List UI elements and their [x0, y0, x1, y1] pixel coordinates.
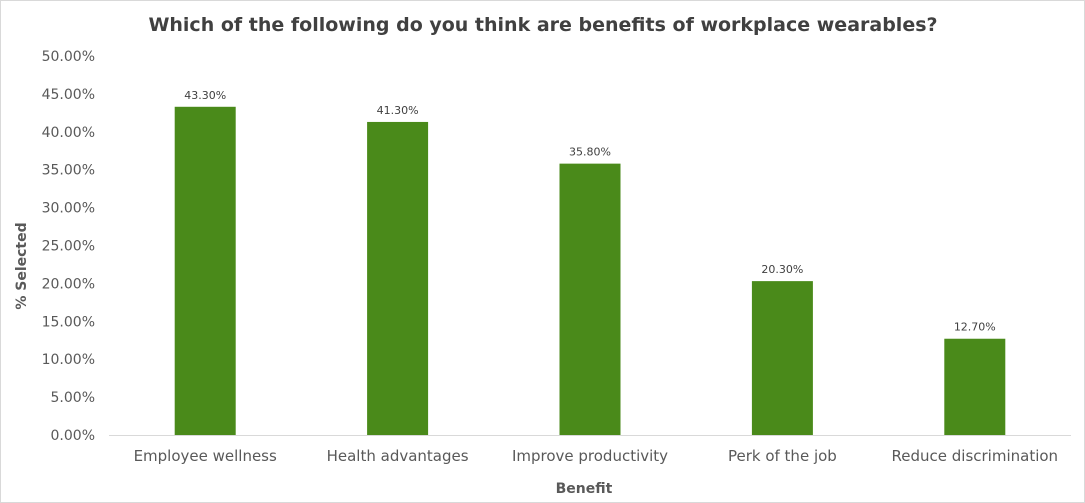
data-label: 20.30%	[761, 263, 803, 276]
y-tick-label: 20.00%	[42, 276, 95, 292]
bar	[367, 121, 429, 436]
x-tick-label: Employee wellness	[134, 447, 277, 465]
bar	[944, 338, 1006, 435]
y-tick-label: 45.00%	[42, 87, 95, 103]
bar	[751, 281, 813, 435]
y-tick-label: 10.00%	[42, 352, 95, 368]
bar	[559, 163, 621, 436]
y-tick-label: 25.00%	[42, 239, 95, 255]
x-axis-title: Benefit	[556, 481, 613, 497]
x-axis-ticks: Employee wellness Health advantages Improv…	[134, 447, 1059, 465]
x-tick-label: Perk of the job	[728, 447, 837, 465]
y-tick-label: 30.00%	[42, 201, 95, 217]
bars-group	[174, 106, 1006, 436]
chart-title: Which of the following do you think are …	[148, 14, 937, 36]
x-tick-label: Reduce discrimination	[892, 447, 1059, 465]
data-labels-group: 43.30% 41.30% 35.80% 20.30% 12.70%	[184, 89, 996, 334]
y-tick-label: 40.00%	[42, 125, 95, 141]
x-tick-label: Improve productivity	[512, 447, 668, 465]
y-tick-label: 50.00%	[42, 49, 95, 65]
x-tick-label: Health advantages	[327, 447, 469, 465]
y-axis-ticks: 0.00% 5.00% 10.00% 15.00% 20.00% 25.00% 30.00%…	[42, 49, 95, 444]
data-label: 41.30%	[377, 104, 419, 117]
data-label: 43.30%	[184, 89, 226, 102]
y-tick-label: 5.00%	[51, 390, 95, 406]
y-axis-title: % Selected	[14, 222, 30, 309]
y-tick-label: 35.00%	[42, 163, 95, 179]
data-label: 12.70%	[954, 321, 996, 334]
bar	[174, 106, 236, 435]
y-tick-label: 0.00%	[51, 428, 95, 444]
y-tick-label: 15.00%	[42, 314, 95, 330]
data-label: 35.80%	[569, 146, 611, 159]
